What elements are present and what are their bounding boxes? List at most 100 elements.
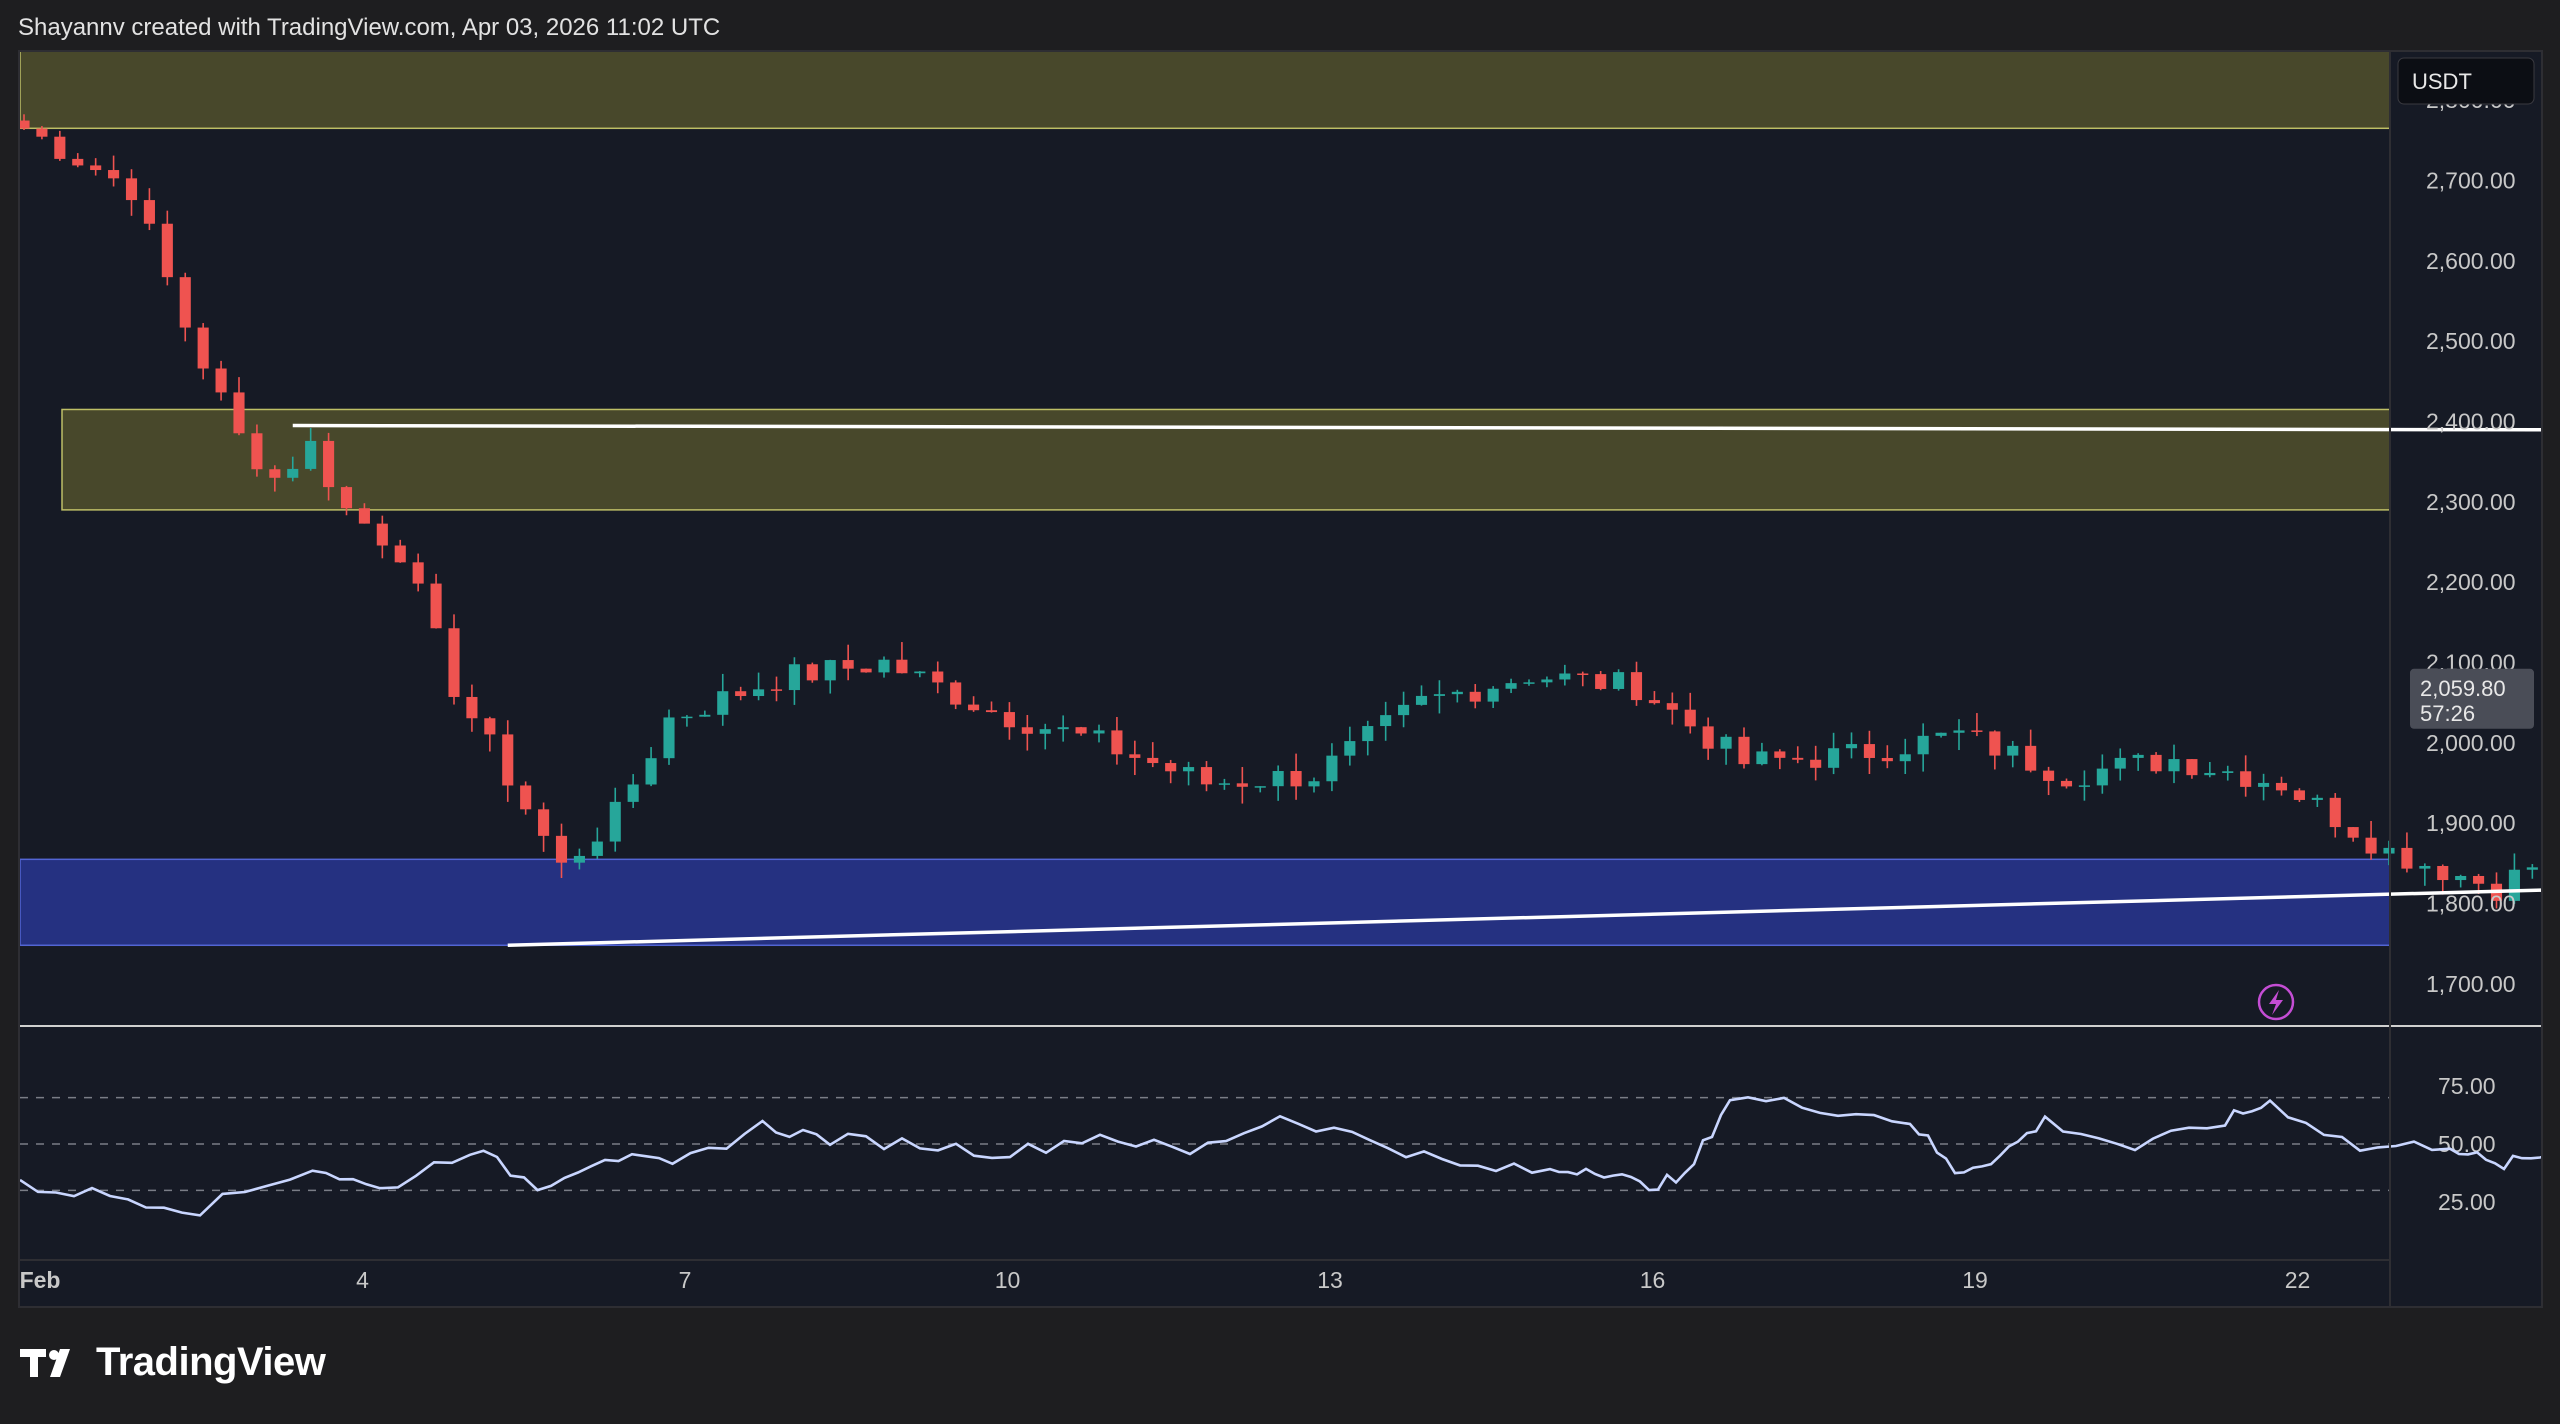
candle bbox=[1165, 759, 1177, 784]
candle bbox=[1380, 701, 1392, 741]
candle-body bbox=[2060, 780, 2073, 787]
price-tick-label: 2,200.00 bbox=[2426, 569, 2516, 595]
candle bbox=[2114, 748, 2126, 781]
candle bbox=[2275, 776, 2288, 796]
candle bbox=[1344, 726, 1356, 766]
candle-body bbox=[1003, 712, 1015, 728]
candle-body bbox=[161, 223, 173, 278]
candle bbox=[1487, 686, 1499, 708]
lightning-icon[interactable] bbox=[2257, 983, 2295, 1021]
candle bbox=[538, 802, 550, 852]
candle-body bbox=[1774, 751, 1786, 758]
last-price-badge-bg bbox=[2410, 668, 2534, 729]
candle-body bbox=[1218, 783, 1230, 785]
time-tick-label: Feb bbox=[20, 1267, 60, 1293]
candle-body bbox=[538, 809, 550, 836]
candle bbox=[860, 668, 872, 673]
candle bbox=[2347, 827, 2359, 842]
candle-body bbox=[1559, 673, 1571, 680]
candle bbox=[699, 710, 711, 717]
candle-body bbox=[2025, 745, 2037, 771]
chart-canvas[interactable]: 75.00 50.00 25.00 2,800.002,700.002,600.00… bbox=[20, 52, 2541, 1306]
tradingview-logo[interactable]: TradingView bbox=[20, 1340, 326, 1385]
candle bbox=[1075, 726, 1087, 736]
candle bbox=[627, 774, 639, 808]
candle bbox=[233, 377, 245, 436]
candle-body bbox=[753, 689, 765, 697]
candle-body bbox=[555, 835, 568, 863]
candle-body bbox=[1487, 688, 1499, 702]
candle-body bbox=[1165, 763, 1177, 772]
candle-body bbox=[2419, 865, 2431, 869]
candle bbox=[1254, 786, 1266, 793]
candle bbox=[1093, 724, 1105, 743]
candle bbox=[1362, 720, 1374, 756]
candle bbox=[502, 720, 514, 802]
candle-body bbox=[1792, 757, 1804, 760]
candle bbox=[1021, 715, 1033, 751]
candle bbox=[1200, 761, 1213, 792]
candle bbox=[806, 662, 818, 683]
candle bbox=[430, 573, 442, 629]
candle bbox=[1505, 678, 1517, 694]
candle-body bbox=[1183, 767, 1195, 772]
candle bbox=[197, 323, 209, 380]
candle bbox=[215, 360, 227, 401]
candle-body bbox=[502, 734, 514, 786]
rsi-tick-label: 25.00 bbox=[2438, 1189, 2496, 1215]
candle-body bbox=[143, 200, 155, 224]
candle-body bbox=[2043, 770, 2055, 781]
candle bbox=[1003, 702, 1015, 740]
candle bbox=[2258, 773, 2270, 801]
candle-body bbox=[806, 664, 818, 681]
candle bbox=[753, 672, 765, 701]
candle bbox=[1308, 777, 1320, 793]
candle-body bbox=[2096, 768, 2108, 786]
candle-body bbox=[2204, 772, 2216, 776]
candle-body bbox=[1630, 672, 1643, 701]
candle-body bbox=[770, 689, 783, 691]
candle-body bbox=[681, 716, 693, 719]
candle bbox=[2508, 853, 2520, 904]
candle bbox=[2043, 766, 2055, 796]
candle bbox=[2419, 863, 2431, 886]
demand-zone bbox=[20, 858, 2391, 947]
candle-body bbox=[968, 704, 980, 711]
candle bbox=[1881, 745, 1893, 769]
candle-body bbox=[108, 170, 120, 179]
candle bbox=[520, 781, 532, 815]
candle bbox=[1899, 738, 1911, 775]
candle bbox=[287, 456, 299, 482]
candle-body bbox=[1702, 726, 1714, 749]
tradingview-wordmark: TradingView bbox=[96, 1340, 326, 1384]
price-tick-label: 1,900.00 bbox=[2426, 810, 2516, 836]
candle-body bbox=[287, 468, 299, 478]
candle bbox=[1845, 732, 1858, 759]
candle-body bbox=[1290, 771, 1302, 787]
candle-body bbox=[699, 714, 711, 717]
candle bbox=[663, 709, 675, 765]
supply-zone bbox=[20, 52, 2391, 130]
candle-body bbox=[412, 562, 424, 584]
candle bbox=[2329, 793, 2341, 838]
price-tick-label: 2,500.00 bbox=[2426, 328, 2516, 354]
candle-body bbox=[1398, 704, 1410, 716]
candle bbox=[735, 686, 747, 701]
candle bbox=[2437, 864, 2449, 895]
candle-body bbox=[985, 710, 998, 713]
candle bbox=[2204, 762, 2216, 778]
candle bbox=[2150, 752, 2162, 774]
candle-body bbox=[1523, 682, 1535, 684]
candle bbox=[2132, 753, 2144, 771]
candle-body bbox=[90, 165, 102, 171]
candle bbox=[1523, 679, 1535, 686]
candle-body bbox=[717, 691, 729, 715]
candle-body bbox=[1577, 673, 1589, 676]
candle bbox=[90, 158, 102, 176]
candle bbox=[1415, 685, 1428, 706]
candle bbox=[125, 169, 138, 216]
currency-badge-bg bbox=[2397, 57, 2535, 105]
candle-body bbox=[305, 440, 317, 469]
axes: 2,800.002,700.002,600.002,500.002,400.00… bbox=[20, 52, 2541, 1306]
